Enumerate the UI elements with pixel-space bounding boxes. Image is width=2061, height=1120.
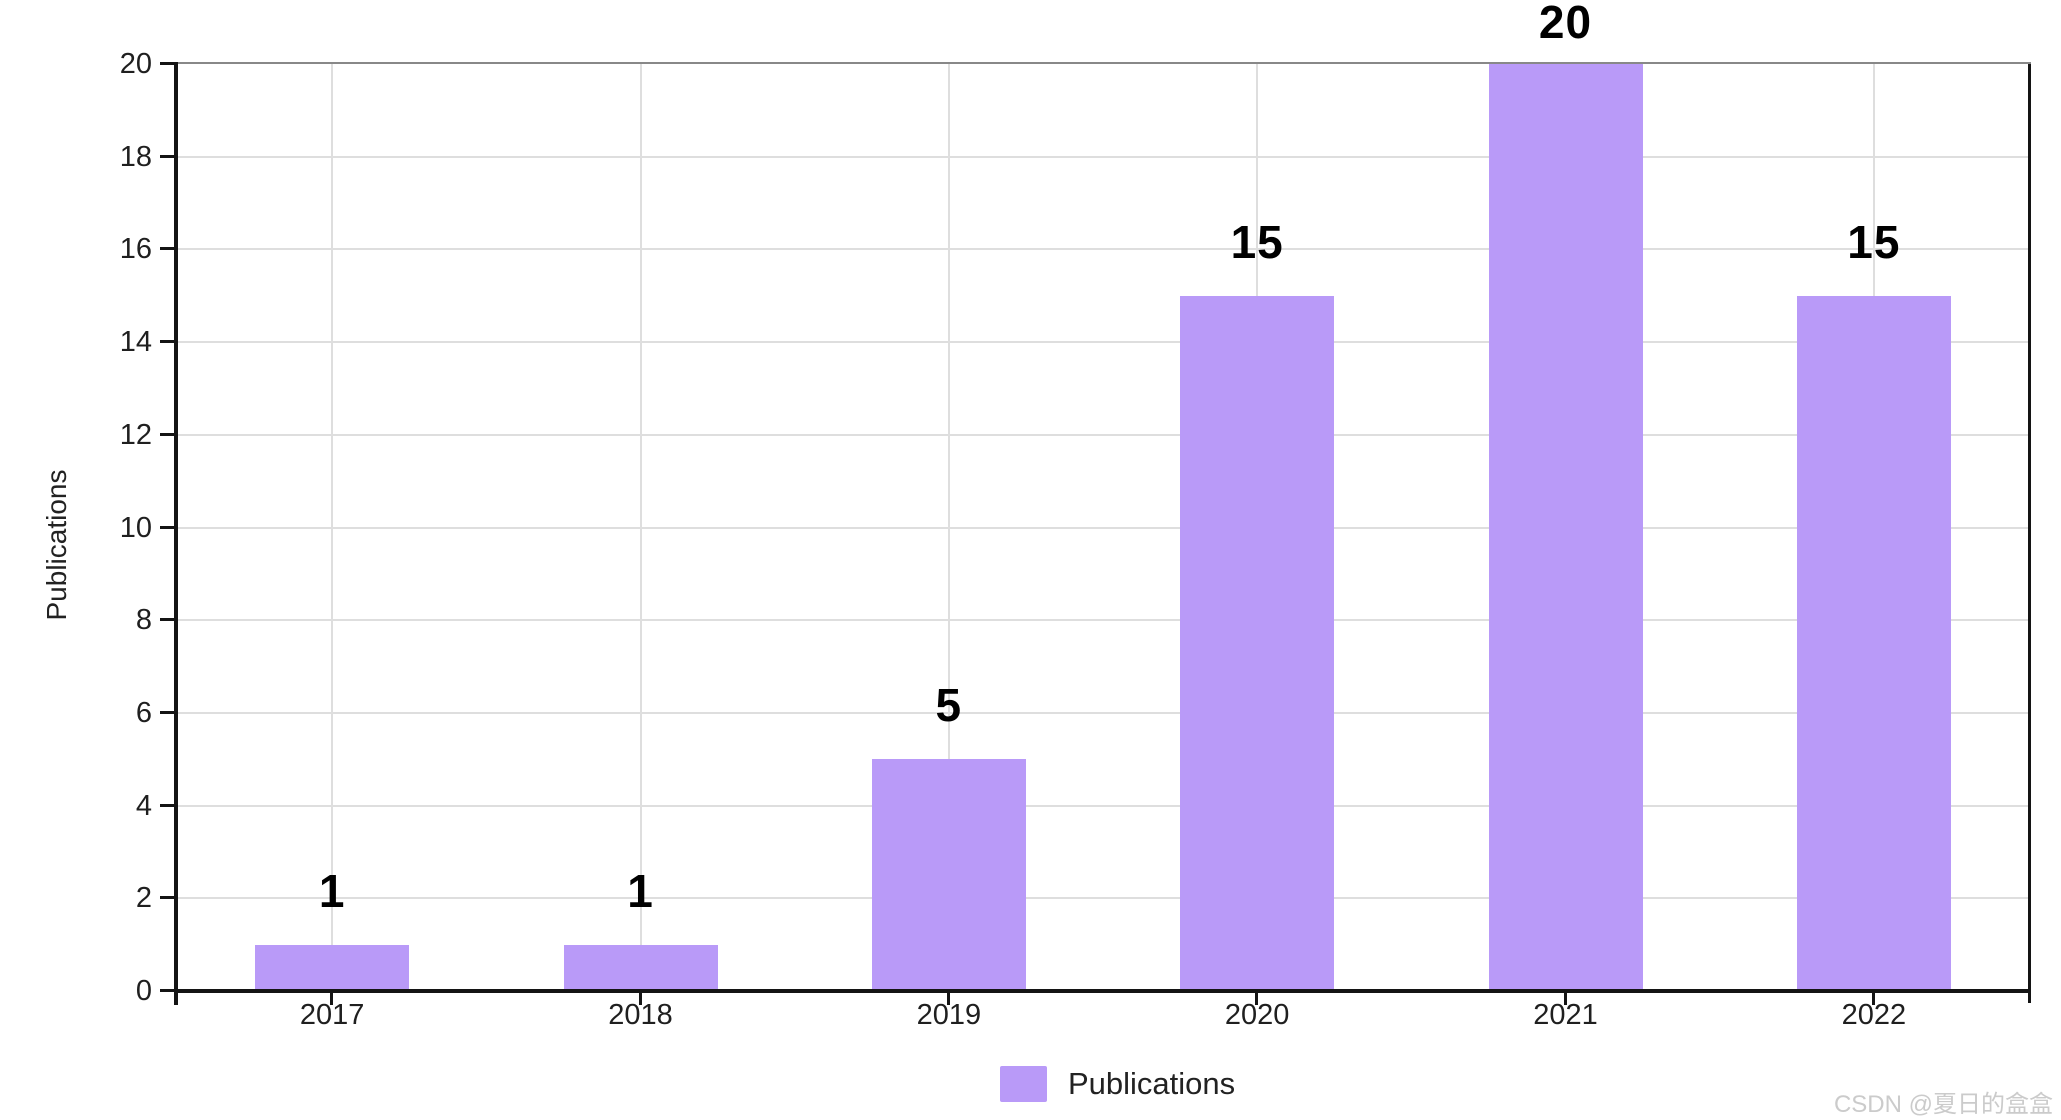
y-tick-mark-20 <box>160 62 178 65</box>
y-tick-mark-8 <box>160 618 178 622</box>
y-tick-mark-2 <box>160 896 178 900</box>
y-tick-mark-6 <box>160 710 178 714</box>
legend-label: Publications <box>1068 1066 1236 1101</box>
gridline-y-18 <box>178 155 2028 158</box>
x-tick-mark-2019 <box>946 993 950 1005</box>
gridline-x-2019 <box>947 64 950 991</box>
x-tick-label-2020: 2020 <box>1224 999 1290 1031</box>
y-tick-mark-16 <box>160 247 178 251</box>
bar-value-label-2022: 15 <box>1847 215 1901 268</box>
x-tick-label-2017: 2017 <box>299 999 365 1031</box>
bar-value-label-2018: 1 <box>627 864 654 917</box>
bar-2019 <box>871 759 1026 991</box>
y-tick-label-12: 12 <box>119 418 152 451</box>
y-tick-label-16: 16 <box>119 233 152 266</box>
legend-item-publications[interactable]: Publications <box>1000 1066 1235 1102</box>
gridline-y-8 <box>178 619 2028 622</box>
bar-value-label-2019: 5 <box>935 679 963 732</box>
bar-value-label-2020: 15 <box>1230 215 1284 268</box>
gridline-x-2017 <box>331 64 334 991</box>
bar-value-label-2017: 1 <box>318 864 346 917</box>
bar-value-label-2021: 20 <box>1538 0 1593 48</box>
bar-2018 <box>563 944 718 991</box>
bar-2021 <box>1488 64 1643 991</box>
x-tick-mark-2021 <box>1563 993 1567 1005</box>
y-tick-label-8: 8 <box>135 604 152 637</box>
bar-2017 <box>255 944 410 991</box>
y-tick-mark-0 <box>160 989 178 992</box>
y-tick-label-6: 6 <box>135 696 152 729</box>
y-tick-label-20: 20 <box>119 48 152 80</box>
gridline-y-2 <box>178 897 2028 900</box>
gridline-y-6 <box>178 711 2028 714</box>
plot-border-top <box>178 62 2031 64</box>
gridline-y-14 <box>178 341 2028 344</box>
y-tick-label-4: 4 <box>135 789 152 822</box>
gridline-y-4 <box>178 804 2028 807</box>
x-tick-label-2021: 2021 <box>1533 999 1598 1031</box>
bar-2020 <box>1180 295 1335 991</box>
y-tick-label-2: 2 <box>135 882 152 915</box>
y-tick-label-18: 18 <box>119 140 152 173</box>
x-tick-mark-2017 <box>330 993 334 1005</box>
y-axis-line <box>174 64 178 1005</box>
x-tick-label-2019: 2019 <box>916 999 982 1031</box>
gridline-y-12 <box>178 433 2028 436</box>
x-tick-label-2018: 2018 <box>608 999 673 1031</box>
gridline-x-2018 <box>639 64 642 991</box>
watermark: CSDN @夏日的盒盒 <box>1833 1091 2053 1118</box>
x-tick-mark-2022 <box>1871 993 1875 1005</box>
legend-swatch <box>1000 1066 1047 1102</box>
y-tick-label-0: 0 <box>135 975 152 1007</box>
y-tick-mark-10 <box>160 525 178 529</box>
y-tick-label-10: 10 <box>119 511 152 544</box>
bar-2022 <box>1796 295 1951 991</box>
x-tick-label-2022: 2022 <box>1841 999 1907 1031</box>
y-tick-mark-4 <box>160 803 178 807</box>
y-tick-label-14: 14 <box>119 326 152 359</box>
y-tick-mark-18 <box>160 154 178 158</box>
plot-border-right <box>2028 64 2031 1003</box>
gridline-y-10 <box>178 526 2028 529</box>
x-tick-mark-2020 <box>1255 993 1259 1005</box>
x-axis-line <box>174 989 2031 993</box>
gridline-y-16 <box>178 248 2028 251</box>
y-tick-mark-14 <box>160 340 178 344</box>
x-tick-mark-2018 <box>638 993 642 1005</box>
y-tick-mark-12 <box>160 432 178 436</box>
